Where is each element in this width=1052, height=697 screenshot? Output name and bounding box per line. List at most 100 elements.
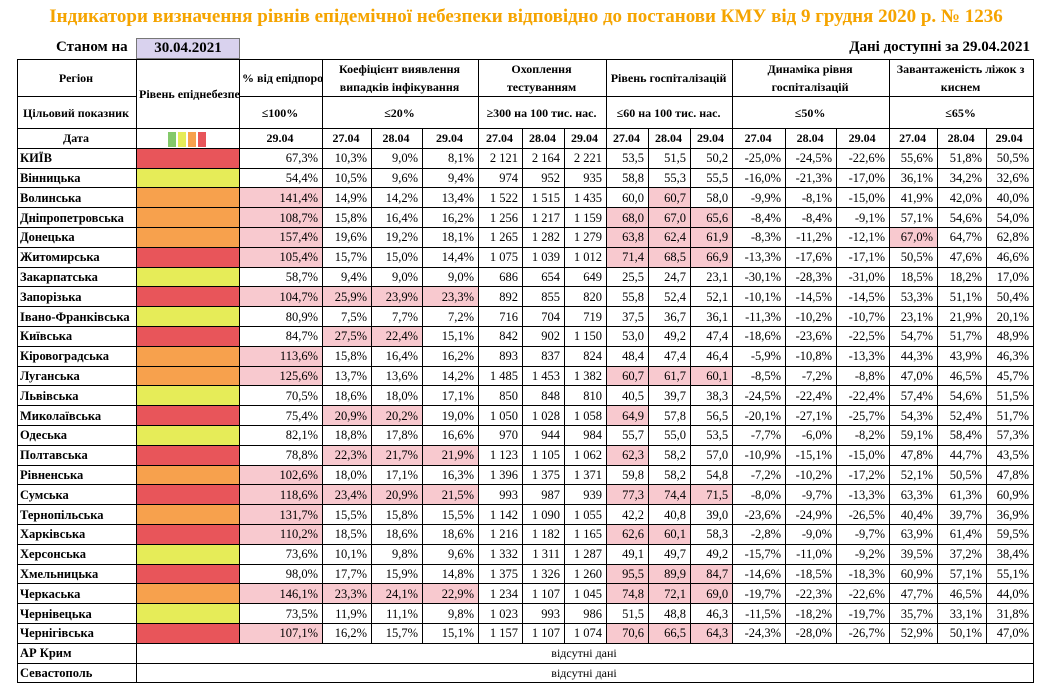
region-name: Дніпропетровська bbox=[17, 207, 137, 228]
test-cell: 837 bbox=[522, 345, 565, 367]
dyn-cell: -15,1% bbox=[785, 444, 838, 466]
dyn-cell: -16,0% bbox=[732, 167, 787, 189]
header-dyn: Динаміка рівня госпіталізацій bbox=[732, 59, 891, 97]
hosp-cell: 62,4 bbox=[648, 226, 692, 248]
beds-cell: 51,7% bbox=[986, 405, 1035, 426]
table-row: Вінницька 54,4% 10,5% 9,6% 9,4% 974 952 935 58,8… bbox=[17, 167, 1035, 189]
hosp-cell: 51,5 bbox=[606, 603, 650, 624]
dyn-cell: -24,5% bbox=[732, 385, 787, 407]
coef-cell: 9,8% bbox=[422, 603, 479, 624]
hosp-cell: 51,5 bbox=[648, 147, 692, 169]
region-name: Харківська bbox=[17, 523, 137, 545]
coef-cell: 17,8% bbox=[371, 424, 423, 446]
coef-cell: 15,8% bbox=[371, 504, 423, 525]
test-cell: 1 287 bbox=[563, 543, 608, 565]
beds-cell: 33,1% bbox=[937, 603, 988, 624]
hosp-cell: 71,4 bbox=[606, 246, 650, 268]
table-row: Тернопільська 131,7% 15,5% 15,8% 15,5% 1 142 1… bbox=[17, 504, 1035, 525]
beds-cell: 63,9% bbox=[889, 523, 939, 545]
hosp-cell: 71,5 bbox=[690, 484, 734, 506]
test-cell: 1 265 bbox=[478, 226, 523, 248]
beds-cell: 60,9% bbox=[889, 563, 939, 585]
dyn-cell: -18,3% bbox=[836, 563, 891, 585]
level-cell bbox=[136, 385, 240, 407]
test-cell: 1 062 bbox=[563, 444, 608, 466]
beds-cell: 38,4% bbox=[986, 543, 1035, 565]
hosp-cell: 40,5 bbox=[606, 385, 650, 407]
hosp-cell: 46,4 bbox=[690, 345, 734, 367]
dyn-cell: -14,5% bbox=[836, 286, 891, 308]
beds-cell: 47,0% bbox=[889, 365, 939, 387]
date-col: 28.04 bbox=[785, 128, 838, 149]
dyn-cell: -7,2% bbox=[785, 365, 838, 387]
test-cell: 1 382 bbox=[563, 365, 608, 387]
dyn-cell: -9,7% bbox=[836, 523, 891, 545]
region-name: Миколаївська bbox=[17, 405, 137, 426]
coef-cell: 11,9% bbox=[322, 603, 372, 624]
coef-cell: 16,2% bbox=[422, 345, 479, 367]
dyn-cell: -18,2% bbox=[785, 603, 838, 624]
header-hosp: Рівень госпіталізацій bbox=[606, 59, 734, 97]
dyn-cell: -10,9% bbox=[732, 444, 787, 466]
table-row: Полтавська 78,8% 22,3% 21,7% 21,9% 1 123 1 105… bbox=[17, 444, 1035, 466]
date-col: 27.04 bbox=[889, 128, 939, 149]
level-cell bbox=[136, 286, 240, 308]
pct-cell: 125,6% bbox=[239, 365, 323, 387]
dyn-cell: -8,4% bbox=[785, 207, 838, 228]
test-cell: 1 256 bbox=[478, 207, 523, 228]
dyn-cell: -15,0% bbox=[836, 187, 891, 209]
test-cell: 1 371 bbox=[563, 464, 608, 486]
table-row: Сумська 118,6% 23,4% 20,9% 21,5% 993 987 939 77,… bbox=[17, 484, 1035, 506]
hosp-cell: 60,7 bbox=[648, 187, 692, 209]
region-name: Вінницька bbox=[17, 167, 137, 189]
date-col: 29.04 bbox=[690, 128, 734, 149]
coef-cell: 16,6% bbox=[422, 424, 479, 446]
test-cell: 1 515 bbox=[522, 187, 565, 209]
test-cell: 1 435 bbox=[563, 187, 608, 209]
region-name: Закарпатська bbox=[17, 266, 137, 288]
test-cell: 686 bbox=[478, 266, 523, 288]
coef-cell: 16,4% bbox=[371, 345, 423, 367]
test-cell: 2 164 bbox=[522, 147, 565, 169]
target-beds: ≤65% bbox=[889, 96, 1035, 129]
coef-cell: 7,2% bbox=[422, 306, 479, 327]
region-name: Севастополь bbox=[17, 662, 137, 684]
beds-cell: 57,1% bbox=[889, 207, 939, 228]
coef-cell: 20,9% bbox=[371, 484, 423, 506]
swatch-orange bbox=[188, 132, 196, 148]
table-row: Миколаївська 75,4% 20,9% 20,2% 19,0% 1 050 1 0… bbox=[17, 405, 1035, 426]
test-cell: 824 bbox=[563, 345, 608, 367]
hosp-cell: 47,4 bbox=[648, 345, 692, 367]
level-cell bbox=[136, 523, 240, 545]
beds-cell: 55,6% bbox=[889, 147, 939, 169]
level-cell bbox=[136, 187, 240, 209]
availability-note: Дані доступні за 29.04.2021 bbox=[849, 39, 1030, 56]
test-cell: 993 bbox=[522, 603, 565, 624]
dyn-cell: -11,0% bbox=[785, 543, 838, 565]
pct-cell: 82,1% bbox=[239, 424, 323, 446]
level-cell bbox=[136, 345, 240, 367]
hosp-cell: 49,2 bbox=[690, 543, 734, 565]
hosp-cell: 58,3 bbox=[690, 523, 734, 545]
coef-cell: 15,8% bbox=[322, 207, 372, 228]
hosp-cell: 61,9 bbox=[690, 226, 734, 248]
header-level: Рівень епіднебезпеки bbox=[136, 59, 240, 129]
table-row: Севастополь відсутні дані bbox=[17, 662, 1035, 684]
table-row: АР Крим відсутні дані bbox=[17, 642, 1035, 664]
dyn-cell: -5,9% bbox=[732, 345, 787, 367]
avail-label: Дані доступні за bbox=[849, 39, 959, 55]
region-name: Тернопільська bbox=[17, 504, 137, 525]
pct-cell: 107,1% bbox=[239, 622, 323, 644]
hosp-cell: 49,1 bbox=[606, 543, 650, 565]
region-name: Львівська bbox=[17, 385, 137, 407]
hosp-cell: 46,3 bbox=[690, 603, 734, 624]
hosp-cell: 49,2 bbox=[648, 325, 692, 347]
test-cell: 1 045 bbox=[563, 583, 608, 605]
region-name: Житомирська bbox=[17, 246, 137, 268]
hosp-cell: 48,8 bbox=[648, 603, 692, 624]
beds-cell: 46,6% bbox=[986, 246, 1035, 268]
dyn-cell: -28,3% bbox=[785, 266, 838, 288]
test-cell: 902 bbox=[522, 325, 565, 347]
header-date: Дата bbox=[17, 128, 137, 149]
dyn-cell: -12,1% bbox=[836, 226, 891, 248]
